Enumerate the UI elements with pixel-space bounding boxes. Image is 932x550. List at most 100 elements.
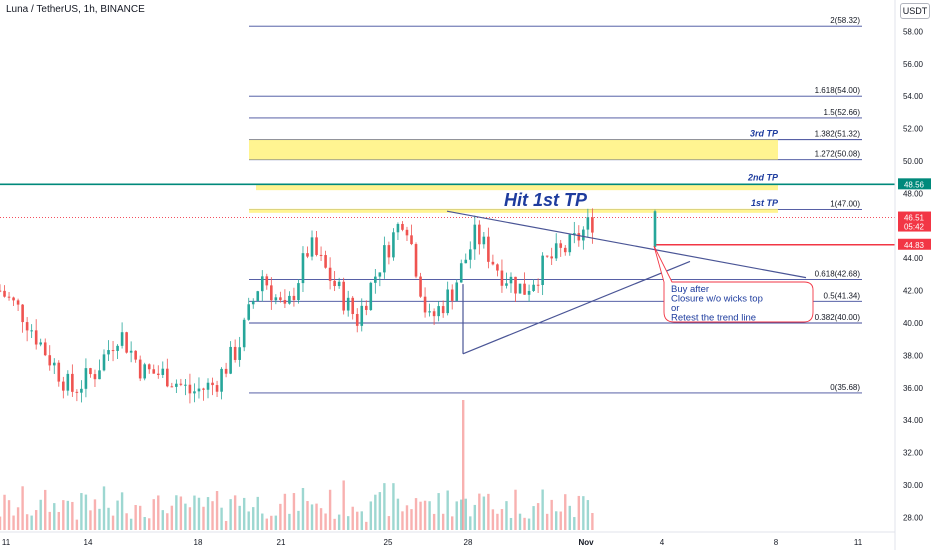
- volume-bar: [157, 495, 160, 530]
- candle-body: [80, 388, 83, 393]
- candle-body: [423, 296, 427, 313]
- candle-body: [215, 385, 219, 392]
- candle-body: [229, 346, 232, 374]
- candle-body: [102, 354, 106, 371]
- candle-body: [21, 304, 24, 323]
- candle-body: [559, 243, 563, 248]
- volume-bar: [274, 515, 278, 530]
- candle-body: [355, 314, 359, 326]
- candle-body: [342, 281, 345, 311]
- volume-bar: [518, 513, 522, 530]
- candle-body: [129, 350, 133, 353]
- price-badge-sublabel: 05:42: [904, 223, 925, 232]
- volume-bar: [270, 515, 273, 530]
- y-tick-label: 28.00: [903, 513, 924, 522]
- candle-body: [161, 368, 165, 375]
- candle-body: [7, 296, 11, 298]
- candle-body: [374, 276, 377, 283]
- fib-label: 1.382(51.32): [815, 130, 861, 139]
- volume-bar: [401, 511, 404, 530]
- volume-bar: [261, 513, 264, 530]
- candle-body: [401, 223, 404, 230]
- fib-label: 1.272(50.08): [815, 150, 861, 159]
- volume-bar: [3, 494, 6, 530]
- volume-bar: [333, 518, 336, 530]
- volume-bar: [582, 496, 585, 530]
- candle-body: [563, 247, 567, 253]
- candle-body: [360, 305, 364, 326]
- volume-bar: [16, 507, 20, 530]
- candle-body: [134, 350, 137, 360]
- volume-bar: [564, 494, 567, 530]
- candle-body: [283, 299, 287, 304]
- tp-zone-label: 2nd TP: [747, 173, 779, 183]
- candle-body: [288, 295, 291, 304]
- volume-bar: [383, 483, 386, 530]
- volume-bar: [292, 493, 296, 530]
- price-badge: [898, 238, 931, 250]
- candle-body: [202, 388, 205, 390]
- volume-bar: [460, 499, 463, 530]
- candle-body: [337, 281, 341, 287]
- candle-body: [324, 255, 327, 268]
- volume-bar: [129, 518, 133, 530]
- trend-lines[interactable]: [446, 210, 807, 355]
- volume-bar: [482, 496, 486, 530]
- volume-bar: [541, 489, 544, 530]
- volume-bar: [423, 500, 427, 530]
- volume-bar: [532, 506, 535, 530]
- candle-body: [211, 382, 214, 386]
- volume-bar: [30, 515, 33, 530]
- candle-body: [554, 243, 558, 259]
- time-axis[interactable]: 11 14 18 21 25 28 Nov 4 8 11: [0, 531, 895, 547]
- volume-bar: [193, 495, 196, 530]
- volume-bar: [84, 494, 88, 530]
- volume-bar: [48, 511, 51, 530]
- candle-body: [48, 355, 52, 366]
- volume-bar: [536, 503, 540, 530]
- candle-body: [66, 373, 70, 391]
- volume-bar: [179, 496, 183, 530]
- candle-body: [432, 311, 436, 317]
- volume-bar: [365, 521, 368, 530]
- volume-bar: [57, 511, 60, 530]
- candle-body: [170, 386, 174, 388]
- candle-body: [224, 368, 228, 374]
- candle-body: [116, 345, 119, 351]
- price-axis[interactable]: 28.00 30.00 32.00 34.00 36.00 38.00 40.00 42.00…: [894, 0, 931, 550]
- volume-bar: [437, 493, 440, 530]
- volume-bar: [197, 497, 201, 530]
- volume-bar: [62, 500, 65, 530]
- volume-bar: [279, 503, 282, 530]
- candle-body: [265, 276, 269, 286]
- candle-body: [111, 350, 115, 352]
- volume-bar: [550, 499, 553, 530]
- trend-line: [446, 210, 807, 279]
- candle-body: [437, 306, 440, 317]
- candle-body: [93, 374, 97, 380]
- candle-body: [459, 263, 463, 283]
- volume-bar: [242, 497, 246, 530]
- volume-bar: [53, 503, 56, 530]
- candle-body: [405, 229, 409, 236]
- candle-body: [536, 284, 540, 286]
- currency-badge[interactable]: USDT: [900, 3, 930, 19]
- volume-bar: [175, 495, 178, 530]
- volume-bar: [478, 493, 481, 530]
- y-tick-label: 52.00: [903, 125, 924, 134]
- candle-body: [0, 290, 2, 292]
- volume-bar: [462, 400, 465, 530]
- volume-bar: [21, 486, 24, 530]
- fib-label: 0.618(42.68): [815, 270, 861, 279]
- volume-bar: [573, 517, 576, 530]
- candle-body: [71, 373, 74, 392]
- candle-body: [383, 245, 386, 273]
- volume-bar: [337, 514, 341, 530]
- candle-body: [482, 236, 486, 245]
- candle-body: [527, 290, 531, 295]
- volume-bar: [369, 501, 373, 530]
- candle-body: [441, 306, 445, 314]
